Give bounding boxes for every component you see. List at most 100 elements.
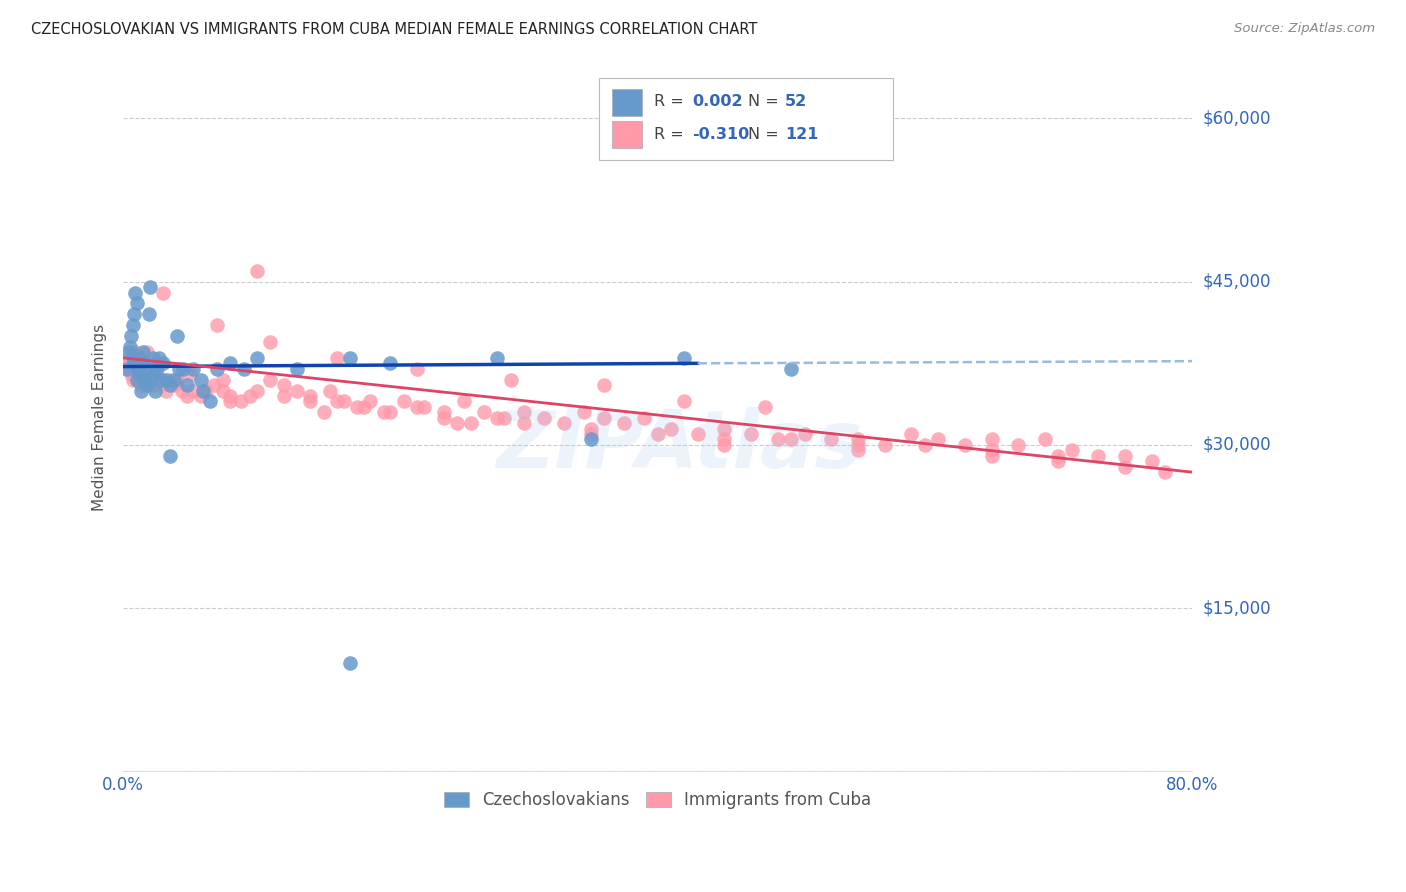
Text: R =: R = (654, 94, 689, 109)
Point (312, 405, 335, 419)
Point (713, 433, 735, 447)
Point (499, 373, 522, 387)
Point (120, 329, 142, 343)
Point (659, 421, 682, 435)
Point (145, 361, 167, 376)
Point (141, 373, 163, 387)
Point (980, 443, 1002, 458)
Point (122, 356, 145, 370)
Point (148, 351, 170, 365)
Point (392, 394, 415, 409)
Point (193, 384, 215, 398)
Point (169, 361, 191, 376)
Point (820, 433, 842, 447)
Point (135, 361, 157, 376)
Point (579, 427, 602, 442)
Point (373, 405, 395, 419)
Text: 121: 121 (785, 128, 818, 143)
Point (159, 378, 181, 392)
Point (125, 361, 148, 376)
Point (713, 438, 735, 452)
Point (900, 427, 922, 442)
Point (155, 384, 177, 398)
Point (246, 384, 269, 398)
Point (152, 356, 174, 370)
Point (134, 367, 156, 381)
Point (129, 384, 152, 398)
Text: $15,000: $15,000 (1202, 599, 1271, 617)
Point (138, 307, 160, 321)
Point (179, 367, 201, 381)
Point (219, 356, 242, 370)
Text: CZECHOSLOVAKIAN VS IMMIGRANTS FROM CUBA MEDIAN FEMALE EARNINGS CORRELATION CHART: CZECHOSLOVAKIAN VS IMMIGRANTS FROM CUBA … (31, 22, 758, 37)
Point (143, 384, 166, 398)
Point (202, 378, 225, 392)
Point (152, 285, 174, 300)
Point (1047, 449, 1070, 463)
Point (572, 405, 595, 419)
Point (1140, 454, 1163, 468)
Point (128, 351, 150, 365)
Text: Source: ZipAtlas.com: Source: ZipAtlas.com (1234, 22, 1375, 36)
Point (1154, 465, 1177, 479)
FancyBboxPatch shape (599, 78, 893, 160)
Text: ZIPAtlas: ZIPAtlas (496, 407, 862, 485)
Point (914, 438, 936, 452)
Point (1114, 449, 1136, 463)
Point (198, 394, 221, 409)
FancyBboxPatch shape (612, 89, 641, 116)
Point (273, 389, 295, 403)
Point (613, 416, 636, 430)
Point (406, 361, 429, 376)
Point (131, 356, 153, 370)
Point (124, 285, 146, 300)
Point (139, 373, 162, 387)
Point (927, 433, 949, 447)
Point (135, 373, 157, 387)
Point (125, 296, 148, 310)
Y-axis label: Median Female Earnings: Median Female Earnings (93, 324, 107, 511)
Point (579, 433, 602, 447)
Point (176, 389, 198, 403)
Point (143, 367, 166, 381)
Point (492, 410, 515, 425)
Point (134, 373, 156, 387)
Point (980, 433, 1002, 447)
Point (181, 361, 204, 376)
Point (686, 427, 709, 442)
Point (176, 378, 198, 392)
Point (155, 373, 177, 387)
Point (117, 345, 139, 359)
Point (1047, 454, 1070, 468)
Point (780, 433, 803, 447)
Point (136, 345, 159, 359)
Point (1060, 443, 1083, 458)
Point (146, 373, 169, 387)
Point (326, 394, 349, 409)
Point (1114, 459, 1136, 474)
Point (380, 356, 402, 370)
Point (1087, 449, 1109, 463)
Point (846, 438, 869, 452)
Point (593, 378, 616, 392)
Point (339, 351, 361, 365)
Point (513, 416, 536, 430)
Point (149, 378, 172, 392)
Point (163, 373, 186, 387)
Point (205, 361, 228, 376)
Point (1033, 433, 1056, 447)
Point (446, 416, 468, 430)
Text: 0.002: 0.002 (692, 94, 742, 109)
Point (326, 351, 349, 365)
Point (533, 410, 555, 425)
Point (132, 351, 155, 365)
Point (219, 389, 242, 403)
Point (127, 361, 149, 376)
Point (118, 361, 141, 376)
Point (453, 394, 475, 409)
Point (142, 351, 165, 365)
Point (673, 394, 696, 409)
Point (117, 351, 139, 365)
Point (159, 373, 181, 387)
Point (780, 361, 803, 376)
